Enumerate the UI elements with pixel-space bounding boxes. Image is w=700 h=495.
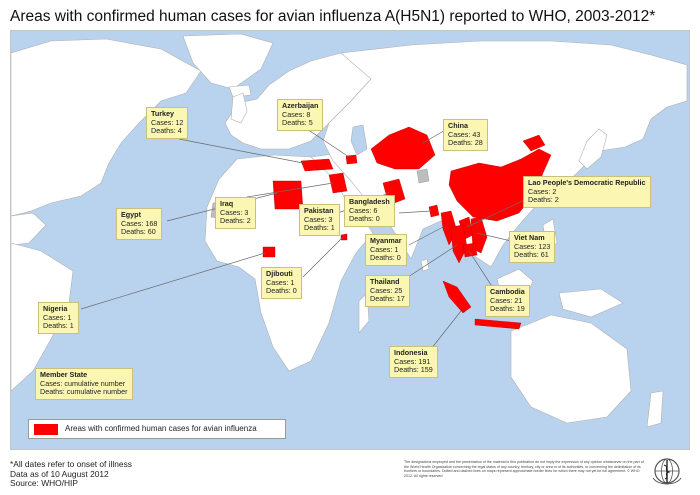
land-australia — [510, 314, 632, 424]
footer-source: Source: WHO/HIP — [10, 478, 78, 489]
leader-bangladesh — [398, 210, 432, 214]
leader-turkey — [178, 138, 304, 164]
footer-notes: *All dates refer to onset of illness Dat… — [10, 459, 132, 489]
callout-myanmar: Myanmar Cases: 1 Deaths: 0 — [365, 234, 407, 266]
affected-turkey — [300, 158, 334, 172]
affected-china-northeast — [522, 134, 546, 152]
callout-laos: Lao People's Democratic Republic Cases: 2… — [523, 176, 651, 208]
map-legend: Areas with confirmed human cases for avi… — [28, 419, 286, 439]
land-new-zealand — [646, 390, 664, 428]
callout-nigeria: Nigeria Cases: 1 Deaths: 1 — [38, 302, 79, 334]
affected-indonesia-java — [474, 318, 522, 330]
callout-member-state: Member State Cases: cumulative number Deat… — [35, 368, 133, 400]
affected-iraq — [328, 172, 348, 194]
callout-indonesia: Indonesia Cases: 191 Deaths: 159 — [389, 346, 438, 378]
leader-nigeria — [80, 252, 266, 310]
legend-swatch-affected — [34, 424, 58, 435]
leader-laos — [466, 198, 528, 228]
land-north-america — [11, 38, 202, 217]
land-iceland — [228, 84, 252, 98]
callout-iraq: Iraq Cases: 3 Deaths: 2 — [215, 197, 256, 229]
land-great-britain — [230, 92, 248, 124]
leader-cambodia — [468, 250, 496, 292]
leader-thailand — [404, 244, 458, 280]
callout-thailand: Thailand Cases: 25 Deaths: 17 — [365, 275, 410, 307]
leader-iraq — [246, 182, 334, 198]
land-japan — [578, 128, 608, 170]
land-sri-lanka — [420, 258, 430, 272]
affected-cambodia — [462, 242, 478, 258]
callout-djibouti: Djibouti Cases: 1 Deaths: 0 — [261, 267, 302, 299]
callout-china: China Cases: 43 Deaths: 28 — [443, 119, 488, 151]
map-title: Areas with confirmed human cases for avi… — [10, 8, 656, 25]
affected-indonesia-sumatra — [442, 280, 472, 314]
affected-china-west — [370, 126, 436, 170]
leader-vietnam — [476, 232, 512, 242]
callout-egypt: Egypt Cases: 168 Deaths: 60 — [116, 208, 163, 240]
land-new-guinea — [558, 288, 624, 318]
leader-myanmar — [408, 226, 444, 246]
land-central-america — [11, 212, 47, 246]
callout-turkey: Turkey Cases: 12 Deaths: 4 — [146, 107, 189, 139]
affected-bangladesh — [428, 204, 440, 218]
land-greenland — [182, 33, 274, 90]
footer-date: Data as of 10 August 2012 — [10, 468, 109, 479]
affected-djibouti — [340, 233, 348, 241]
callout-vietnam: Viet Nam Cases: 123 Deaths: 61 — [509, 231, 556, 263]
affected-nigeria — [262, 246, 276, 258]
caspian-sea — [350, 124, 368, 156]
disclaimer-text: The designations employed and the presen… — [404, 460, 644, 478]
affected-thailand — [450, 224, 468, 264]
legend-label: Areas with confirmed human cases for avi… — [65, 424, 257, 433]
leader-indonesia — [430, 310, 462, 350]
nodata-kashmir — [416, 168, 430, 184]
callout-azerbaijan: Azerbaijan Cases: 8 Deaths: 5 — [277, 99, 324, 131]
leader-djibouti — [302, 236, 344, 278]
callout-cambodia: Cambodia Cases: 21 Deaths: 19 — [485, 285, 530, 317]
footer-note: *All dates refer to onset of illness — [10, 459, 132, 469]
world-map: Turkey Cases: 12 Deaths: 4 Azerbaijan Cases… — [10, 30, 690, 450]
who-logo-icon — [652, 458, 682, 485]
callout-pakistan: Pakistan Cases: 3 Deaths: 1 — [299, 204, 340, 236]
callout-bangladesh: Bangladesh Cases: 6 Deaths: 0 — [344, 195, 395, 227]
